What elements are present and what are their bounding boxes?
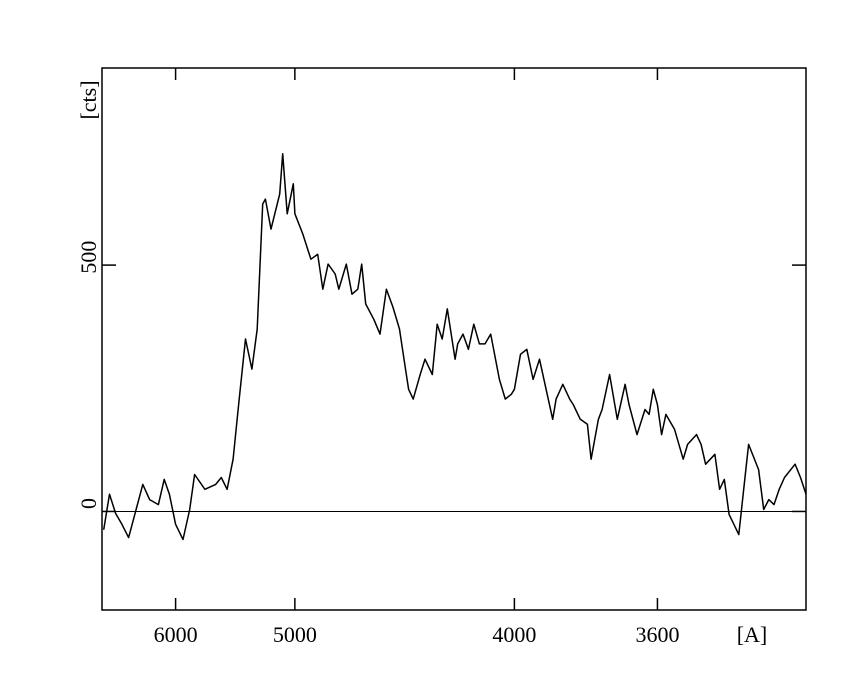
y-tick-label: 0: [76, 498, 101, 509]
x-tick-label: 3600: [635, 622, 679, 647]
x-tick-label: 5000: [273, 622, 317, 647]
x-tick-label: 4000: [492, 622, 536, 647]
spectrum-line: [102, 152, 807, 541]
x-axis-label: [A]: [737, 622, 768, 647]
plot-frame: [101, 67, 807, 611]
y-axis-label: [cts]: [76, 80, 101, 119]
x-tick-label: 6000: [154, 622, 198, 647]
y-tick-label: 500: [76, 241, 101, 274]
